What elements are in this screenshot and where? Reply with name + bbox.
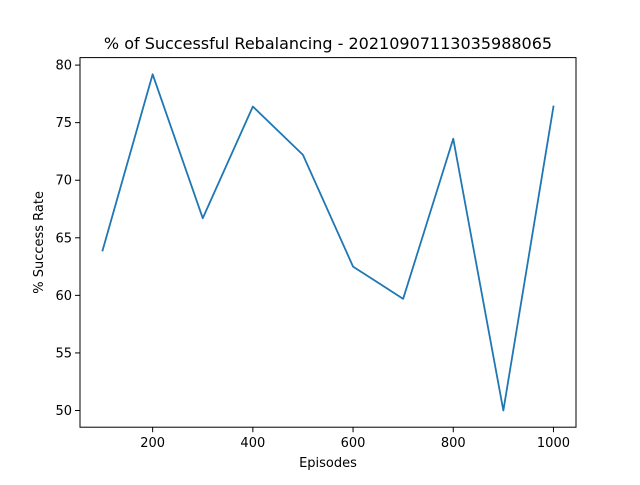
- x-tick-label: 800: [441, 436, 466, 451]
- y-tick-label: 60: [55, 289, 72, 304]
- x-tick-label: 1000: [537, 436, 570, 451]
- chart-title: % of Successful Rebalancing - 2021090711…: [104, 34, 552, 53]
- y-tick-label: 55: [55, 346, 72, 361]
- x-axis-ticks: 200 400 600 800 1000: [140, 427, 570, 451]
- y-tick-label: 65: [55, 231, 72, 246]
- y-tick-label: 75: [55, 116, 72, 131]
- x-tick-label: 400: [240, 436, 265, 451]
- plot-area: [101, 73, 555, 412]
- x-tick-label: 600: [341, 436, 366, 451]
- y-tick-label: 70: [55, 174, 72, 189]
- x-axis-label: Episodes: [299, 456, 357, 471]
- axes-frame: [79, 57, 577, 428]
- y-tick-label: 50: [55, 404, 72, 419]
- series-line-0: [101, 73, 555, 412]
- x-tick-label: 200: [140, 436, 165, 451]
- y-axis-ticks: 50 55 60 65 70 75 80: [55, 59, 80, 419]
- y-axis-label: % Success Rate: [32, 191, 47, 294]
- y-tick-label: 80: [55, 59, 72, 74]
